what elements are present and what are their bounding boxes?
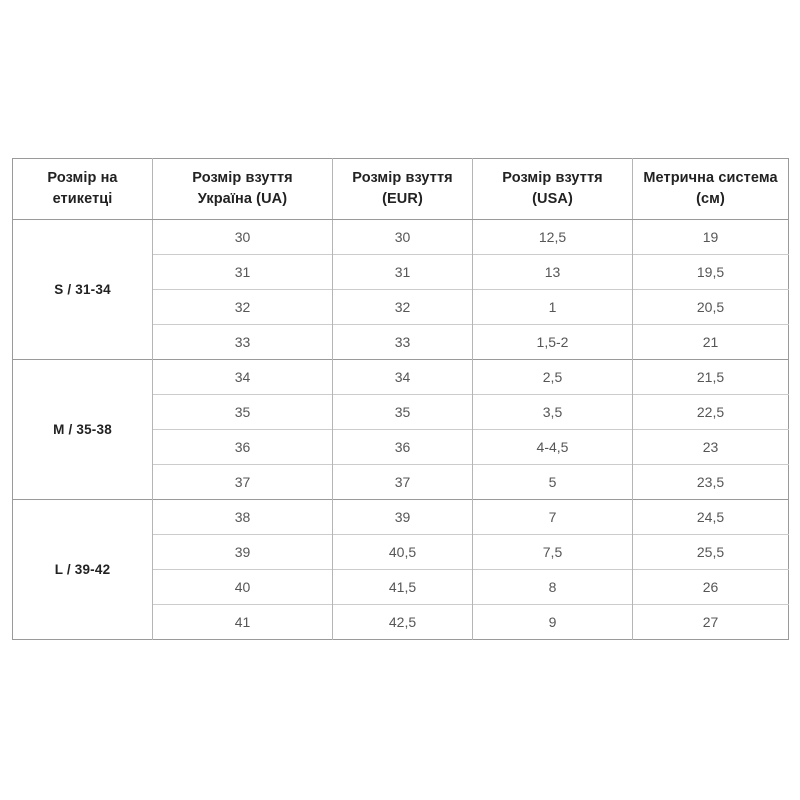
- cell-ua: 40: [152, 569, 333, 605]
- table-row: 36 36 4-4,5 23: [13, 429, 789, 465]
- cell-cm: 21,5: [632, 359, 789, 395]
- table-row: S / 31-34 30 30 12,5 19: [12, 219, 789, 360]
- column-header-line: Розмір взуття: [352, 169, 453, 186]
- cell-eur: 32: [332, 289, 473, 325]
- group-label-cell: L / 39-42: [12, 499, 153, 640]
- column-header-label-size: Розмір на етикетці: [12, 158, 153, 220]
- cell-cm: 20,5: [632, 289, 789, 325]
- cell-ua: 37: [152, 464, 333, 500]
- column-header-line: Україна (UA): [197, 191, 288, 207]
- cell-eur: 40,5: [332, 534, 473, 570]
- cell-ua: 30: [152, 219, 333, 255]
- cell-cm: 21: [632, 324, 789, 360]
- cell-ua: 31: [152, 254, 333, 290]
- table-row: 41 42,5 9 27: [13, 604, 789, 640]
- cell-cm: 19: [632, 219, 789, 255]
- column-header-ua-size: Розмір взуття Україна (UA): [152, 158, 333, 220]
- column-header-line: Метрична система: [643, 169, 778, 186]
- cell-cm: 24,5: [632, 499, 789, 535]
- cell-eur: 42,5: [332, 604, 473, 640]
- cell-eur: 35: [332, 394, 473, 430]
- table-body: S / 31-34 30 30 12,5 19 31 31 13 19,5 32…: [12, 219, 789, 640]
- cell-ua: 35: [152, 394, 333, 430]
- column-header-usa-size: Розмір взуття (USA): [472, 158, 633, 220]
- cell-cm: 22,5: [632, 394, 789, 430]
- cell-cm: 23,5: [632, 464, 789, 500]
- column-header-line: (USA): [532, 191, 573, 207]
- cell-eur: 37: [332, 464, 473, 500]
- cell-eur: 39: [332, 499, 473, 535]
- table-row: 40 41,5 8 26: [13, 569, 789, 605]
- column-header-line: Розмір взуття: [192, 169, 293, 186]
- cell-cm: 26: [632, 569, 789, 605]
- cell-ua: 38: [152, 499, 333, 535]
- cell-ua: 41: [152, 604, 333, 640]
- table-row: 37 37 5 23,5: [13, 464, 789, 500]
- column-header-line: Розмір взуття: [502, 169, 603, 186]
- cell-usa: 9: [472, 604, 633, 640]
- column-header-line: (EUR): [382, 191, 423, 207]
- cell-ua: 36: [152, 429, 333, 465]
- cell-ua: 39: [152, 534, 333, 570]
- size-chart-table: Розмір на етикетці Розмір взуття Україна…: [12, 158, 789, 640]
- cell-usa: 5: [472, 464, 633, 500]
- table-row: L / 39-42 38 39 7 24,5: [12, 499, 789, 640]
- cell-ua: 33: [152, 324, 333, 360]
- column-header-line: Розмір на: [47, 169, 118, 186]
- cell-eur: 34: [332, 359, 473, 395]
- column-header-eur-size: Розмір взуття (EUR): [332, 158, 473, 220]
- cell-usa: 4-4,5: [472, 429, 633, 465]
- cell-usa: 7,5: [472, 534, 633, 570]
- cell-usa: 3,5: [472, 394, 633, 430]
- cell-ua: 34: [152, 359, 333, 395]
- group-label-cell: S / 31-34: [12, 219, 153, 360]
- cell-ua: 32: [152, 289, 333, 325]
- table-row: 33 33 1,5-2 21: [13, 324, 789, 360]
- cell-eur: 30: [332, 219, 473, 255]
- cell-usa: 13: [472, 254, 633, 290]
- column-header-metric-cm: Метрична система (см): [632, 158, 789, 220]
- cell-eur: 31: [332, 254, 473, 290]
- table-row: 31 31 13 19,5: [13, 254, 789, 290]
- cell-usa: 2,5: [472, 359, 633, 395]
- table-header-row: Розмір на етикетці Розмір взуття Україна…: [12, 158, 789, 220]
- cell-eur: 36: [332, 429, 473, 465]
- cell-cm: 19,5: [632, 254, 789, 290]
- cell-usa: 8: [472, 569, 633, 605]
- cell-cm: 27: [632, 604, 789, 640]
- table-row: 32 32 1 20,5: [13, 289, 789, 325]
- cell-usa: 12,5: [472, 219, 633, 255]
- cell-usa: 1: [472, 289, 633, 325]
- group-label-cell: M / 35-38: [12, 359, 153, 500]
- column-header-line: (см): [696, 191, 725, 207]
- table-row: 39 40,5 7,5 25,5: [13, 534, 789, 570]
- cell-cm: 23: [632, 429, 789, 465]
- cell-cm: 25,5: [632, 534, 789, 570]
- table-row: M / 35-38 34 34 2,5 21,5: [12, 359, 789, 500]
- table-row: 35 35 3,5 22,5: [13, 394, 789, 430]
- column-header-line: етикетці: [52, 191, 113, 207]
- cell-usa: 1,5-2: [472, 324, 633, 360]
- cell-eur: 41,5: [332, 569, 473, 605]
- cell-usa: 7: [472, 499, 633, 535]
- table-header: Розмір на етикетці Розмір взуття Україна…: [12, 158, 789, 220]
- cell-eur: 33: [332, 324, 473, 360]
